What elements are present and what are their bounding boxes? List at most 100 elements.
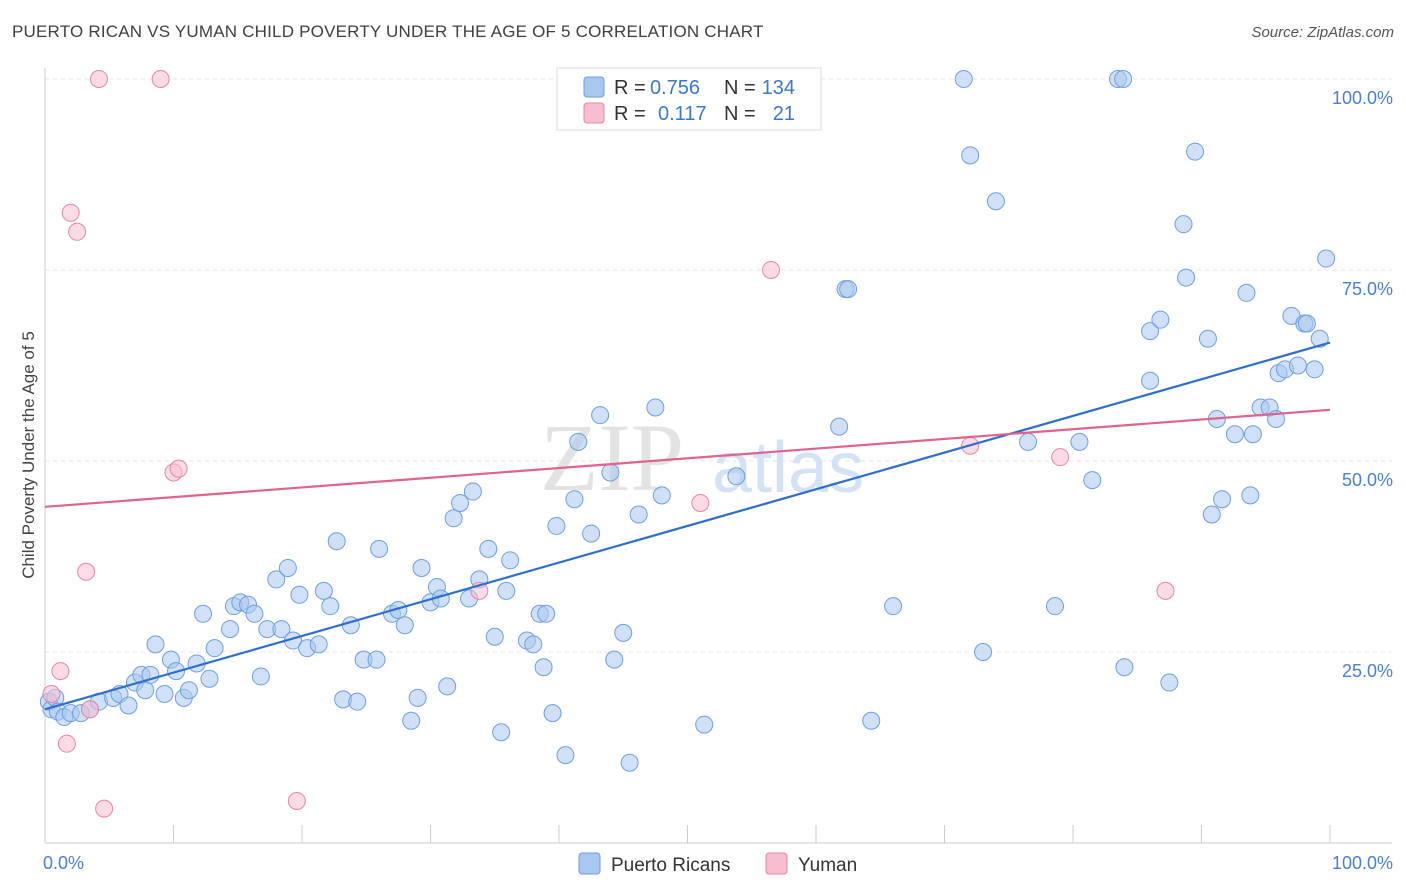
point-yuman: [95, 799, 114, 818]
point-yuman: [51, 662, 70, 681]
scatter-points: [39, 70, 1336, 818]
point-puerto-ricans: [1243, 425, 1262, 444]
trend-line-yuman: [44, 408, 1331, 508]
point-puerto-ricans: [1225, 425, 1244, 444]
point-puerto-ricans: [485, 627, 504, 646]
point-puerto-ricans: [272, 620, 291, 639]
point-puerto-ricans: [954, 70, 973, 88]
point-yuman: [57, 734, 76, 753]
legend-n-label: N =: [724, 103, 756, 125]
point-puerto-ricans: [629, 505, 648, 524]
x-tick-labels: 0.0% 100.0%: [43, 853, 1393, 873]
point-puerto-ricans: [556, 746, 575, 765]
legend-n-value: 21: [773, 103, 795, 125]
trend-line-puerto-ricans: [44, 341, 1331, 711]
point-puerto-ricans: [1297, 314, 1316, 333]
series-legend: Puerto Ricans Yuman: [578, 852, 857, 876]
point-puerto-ricans: [974, 643, 993, 661]
point-yuman: [42, 685, 61, 704]
point-puerto-ricans: [221, 620, 240, 639]
source-label: Source: ZipAtlas.com: [1251, 24, 1394, 41]
x-tick-label: 0.0%: [43, 853, 84, 873]
point-puerto-ricans: [614, 623, 633, 642]
legend-n-value: 134: [762, 77, 795, 99]
point-puerto-ricans: [1019, 432, 1038, 451]
point-puerto-ricans: [408, 688, 427, 707]
point-puerto-ricans: [1177, 268, 1196, 287]
legend-swatch-yuman: [583, 102, 605, 124]
legend-r-value: 0.117: [658, 103, 707, 125]
y-tick-label: 25.0%: [1342, 661, 1393, 681]
point-yuman: [762, 261, 781, 279]
point-yuman: [151, 70, 170, 88]
bottom-legend-swatch-yuman: [765, 852, 788, 875]
point-puerto-ricans: [652, 486, 671, 505]
point-puerto-ricans: [591, 406, 610, 425]
chart-title: PUERTO RICAN VS YUMAN CHILD POVERTY UNDE…: [12, 22, 764, 41]
point-puerto-ricans: [1046, 597, 1065, 616]
point-yuman: [77, 562, 96, 581]
point-puerto-ricans: [1151, 310, 1170, 329]
point-yuman: [89, 70, 108, 88]
point-puerto-ricans: [348, 692, 367, 711]
point-puerto-ricans: [267, 570, 286, 589]
point-puerto-ricans: [141, 665, 160, 684]
point-puerto-ricans: [367, 650, 386, 669]
x-tick-label: 100.0%: [1332, 853, 1393, 873]
point-puerto-ricans: [1174, 215, 1193, 234]
point-puerto-ricans: [1317, 249, 1336, 268]
point-puerto-ricans: [884, 597, 903, 616]
point-puerto-ricans: [309, 635, 328, 654]
point-puerto-ricans: [497, 581, 516, 600]
point-yuman: [287, 791, 306, 810]
point-puerto-ricans: [479, 539, 498, 558]
gridlines: [45, 78, 1392, 653]
point-puerto-ricans: [444, 509, 463, 528]
point-puerto-ricans: [1070, 432, 1089, 451]
point-puerto-ricans: [986, 192, 1005, 211]
point-puerto-ricans: [961, 146, 980, 165]
point-puerto-ricans: [395, 616, 414, 635]
point-puerto-ricans: [194, 604, 213, 623]
point-puerto-ricans: [537, 604, 556, 623]
point-puerto-ricans: [327, 532, 346, 551]
point-puerto-ricans: [646, 398, 665, 417]
point-puerto-ricans: [402, 711, 421, 730]
point-puerto-ricans: [1083, 471, 1102, 490]
point-puerto-ricans: [620, 753, 639, 772]
point-puerto-ricans: [547, 516, 566, 535]
point-puerto-ricans: [136, 681, 155, 700]
legend-r-value: 0.756: [650, 77, 700, 99]
y-tick-labels: 25.0% 50.0% 75.0% 100.0%: [1332, 88, 1393, 681]
point-puerto-ricans: [451, 494, 470, 513]
point-yuman: [1051, 448, 1070, 467]
point-puerto-ricans: [1237, 283, 1256, 302]
legend-r-label: R =: [614, 103, 646, 125]
point-puerto-ricans: [582, 524, 601, 543]
point-puerto-ricans: [370, 539, 389, 558]
point-puerto-ricans: [200, 669, 219, 688]
legend-n-label: N =: [724, 77, 756, 99]
bottom-legend-label-puerto-ricans: Puerto Ricans: [611, 855, 730, 876]
point-puerto-ricans: [839, 280, 858, 299]
point-puerto-ricans: [438, 677, 457, 696]
point-puerto-ricans: [314, 581, 333, 600]
point-puerto-ricans: [534, 658, 553, 677]
point-puerto-ricans: [492, 723, 511, 742]
point-puerto-ricans: [601, 463, 620, 482]
point-yuman: [61, 203, 80, 222]
point-puerto-ricans: [155, 685, 174, 704]
point-puerto-ricans: [830, 417, 849, 436]
point-puerto-ricans: [565, 490, 584, 509]
point-puerto-ricans: [1310, 329, 1329, 348]
point-puerto-ricans: [463, 482, 482, 501]
y-tick-label: 75.0%: [1342, 279, 1393, 299]
point-puerto-ricans: [119, 696, 138, 715]
point-puerto-ricans: [1202, 505, 1221, 524]
point-yuman: [169, 459, 188, 478]
point-yuman: [68, 222, 87, 241]
legend-r-label: R =: [614, 77, 646, 99]
point-puerto-ricans: [727, 467, 746, 486]
point-puerto-ricans: [1160, 673, 1179, 692]
point-puerto-ricans: [290, 585, 309, 604]
